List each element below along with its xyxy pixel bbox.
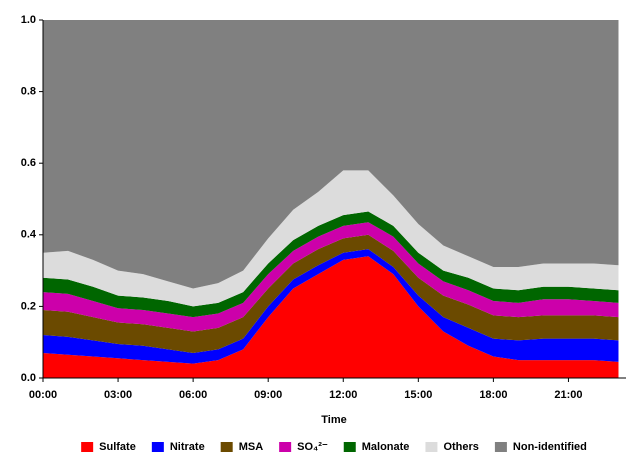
y-tick-label: 0.8 [21,86,36,98]
legend-label: Nitrate [170,441,205,452]
legend-swatch [151,442,164,452]
legend-label: Non-identified [513,441,587,452]
area [43,170,619,307]
legend-label: MSA [239,441,264,452]
area [43,211,619,318]
x-tick-label: 15:00 [404,389,432,401]
y-tick-label: 0.0 [21,372,36,384]
y-tick-label: 0.4 [21,229,37,241]
legend-label: Malonate [362,441,410,452]
area [43,20,619,289]
x-tick-label: 00:00 [29,389,57,401]
legend: Sulfate Nitrate MSA SO₄²⁻ Malonate Others Non-… [81,441,587,452]
legend-swatch [343,442,356,452]
y-tick-label: 1.0 [21,14,36,26]
legend-swatch [220,442,233,452]
x-axis-label: Time [321,414,346,426]
area [43,222,619,332]
legend-swatch [494,442,507,452]
x-tick-label: 03:00 [104,389,132,401]
legend-swatch [279,442,292,452]
legend-swatch [81,442,94,452]
x-tick-label: 06:00 [179,389,207,401]
legend-label: SO₄²⁻ [297,441,328,452]
legend-label: Sulfate [99,441,136,452]
x-tick-label: 09:00 [254,389,282,401]
x-tick-label: 18:00 [479,389,507,401]
legend-label: Others [443,441,478,452]
y-tick-label: 0.6 [21,157,36,169]
legend-swatch [425,442,438,452]
x-tick-label: 12:00 [329,389,357,401]
y-tick-label: 0.2 [21,300,36,312]
area [43,234,619,353]
area [43,256,619,378]
area [43,249,619,364]
x-tick-label: 21:00 [554,389,582,401]
